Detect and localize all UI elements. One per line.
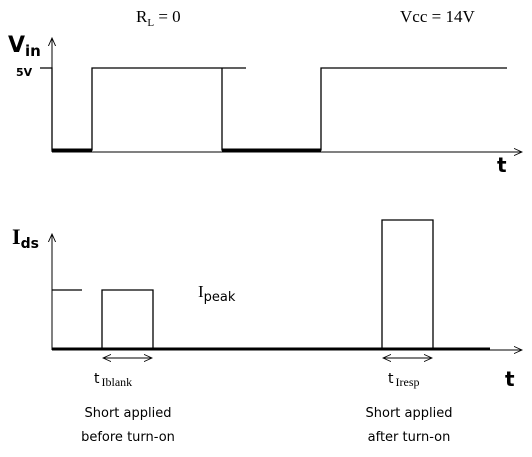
resp-label: t Iresp bbox=[388, 371, 420, 389]
caption: Short applied bbox=[85, 406, 172, 421]
load-condition: RL = 0 bbox=[136, 7, 181, 29]
ids-label: Ids bbox=[12, 224, 39, 252]
waveform bbox=[221, 67, 507, 151]
peak-label: Ipeak bbox=[198, 282, 236, 305]
caption: Short applied bbox=[366, 406, 453, 421]
current-pulse bbox=[381, 219, 434, 349]
caption: after turn-on bbox=[368, 430, 451, 445]
blank-label: t Iblank bbox=[94, 371, 132, 389]
caption: before turn-on bbox=[81, 430, 175, 445]
level-label: 5V bbox=[16, 66, 33, 79]
x-label: t bbox=[497, 153, 507, 177]
x-label: t bbox=[505, 367, 515, 391]
waveform bbox=[40, 67, 246, 151]
vin-label: Vin bbox=[8, 33, 41, 60]
current-pulse bbox=[101, 289, 154, 349]
supply-condition: Vcc = 14V bbox=[400, 7, 475, 26]
